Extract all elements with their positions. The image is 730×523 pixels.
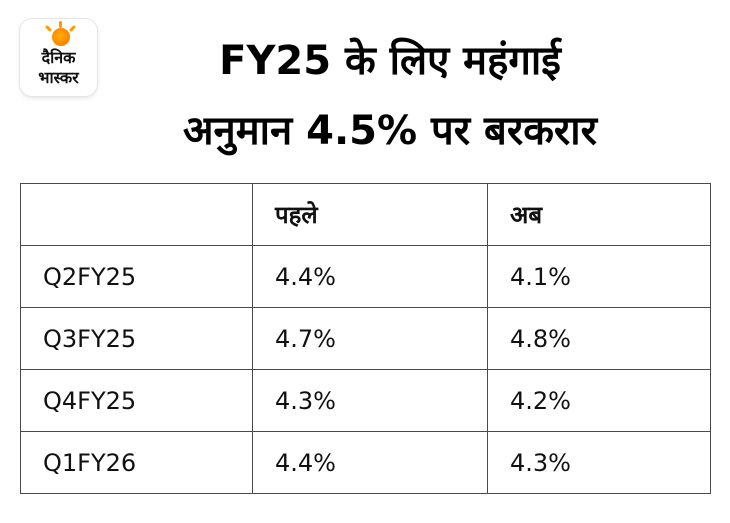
header-cell-now: अब	[487, 183, 711, 246]
header-cell-before: पहले	[252, 183, 488, 246]
chart-title-line1: FY25 के लिए महंगाई	[219, 38, 561, 84]
before-value-cell: 4.4%	[252, 431, 488, 494]
table-row: Q2FY25 4.4% 4.1%	[20, 245, 711, 308]
now-value-cell: 4.2%	[487, 369, 711, 432]
table-row: Q3FY25 4.7% 4.8%	[20, 307, 711, 370]
logo-text-line1: दैनिक	[41, 48, 76, 67]
inflation-table: पहले अब Q2FY25 4.4% 4.1% Q3FY25 4.7% 4.8…	[20, 183, 711, 494]
quarter-cell: Q3FY25	[20, 307, 253, 370]
table-row: Q4FY25 4.3% 4.2%	[20, 369, 711, 432]
now-value-cell: 4.3%	[487, 431, 711, 494]
chart-title-line2: अनुमान 4.5% पर बरकरार	[182, 108, 598, 154]
logo-text-line2: भास्कर	[38, 68, 79, 87]
before-value-cell: 4.3%	[252, 369, 488, 432]
before-value-cell: 4.7%	[252, 307, 488, 370]
header-cell-quarter	[20, 183, 253, 246]
table-header-row: पहले अब	[20, 183, 711, 246]
quarter-cell: Q2FY25	[20, 245, 253, 308]
sun-icon	[52, 28, 70, 46]
before-value-cell: 4.4%	[252, 245, 488, 308]
quarter-cell: Q1FY26	[20, 431, 253, 494]
quarter-cell: Q4FY25	[20, 369, 253, 432]
table-row: Q1FY26 4.4% 4.3%	[20, 431, 711, 494]
dainik-bhaskar-logo: दैनिक भास्कर	[20, 19, 97, 96]
now-value-cell: 4.8%	[487, 307, 711, 370]
now-value-cell: 4.1%	[487, 245, 711, 308]
